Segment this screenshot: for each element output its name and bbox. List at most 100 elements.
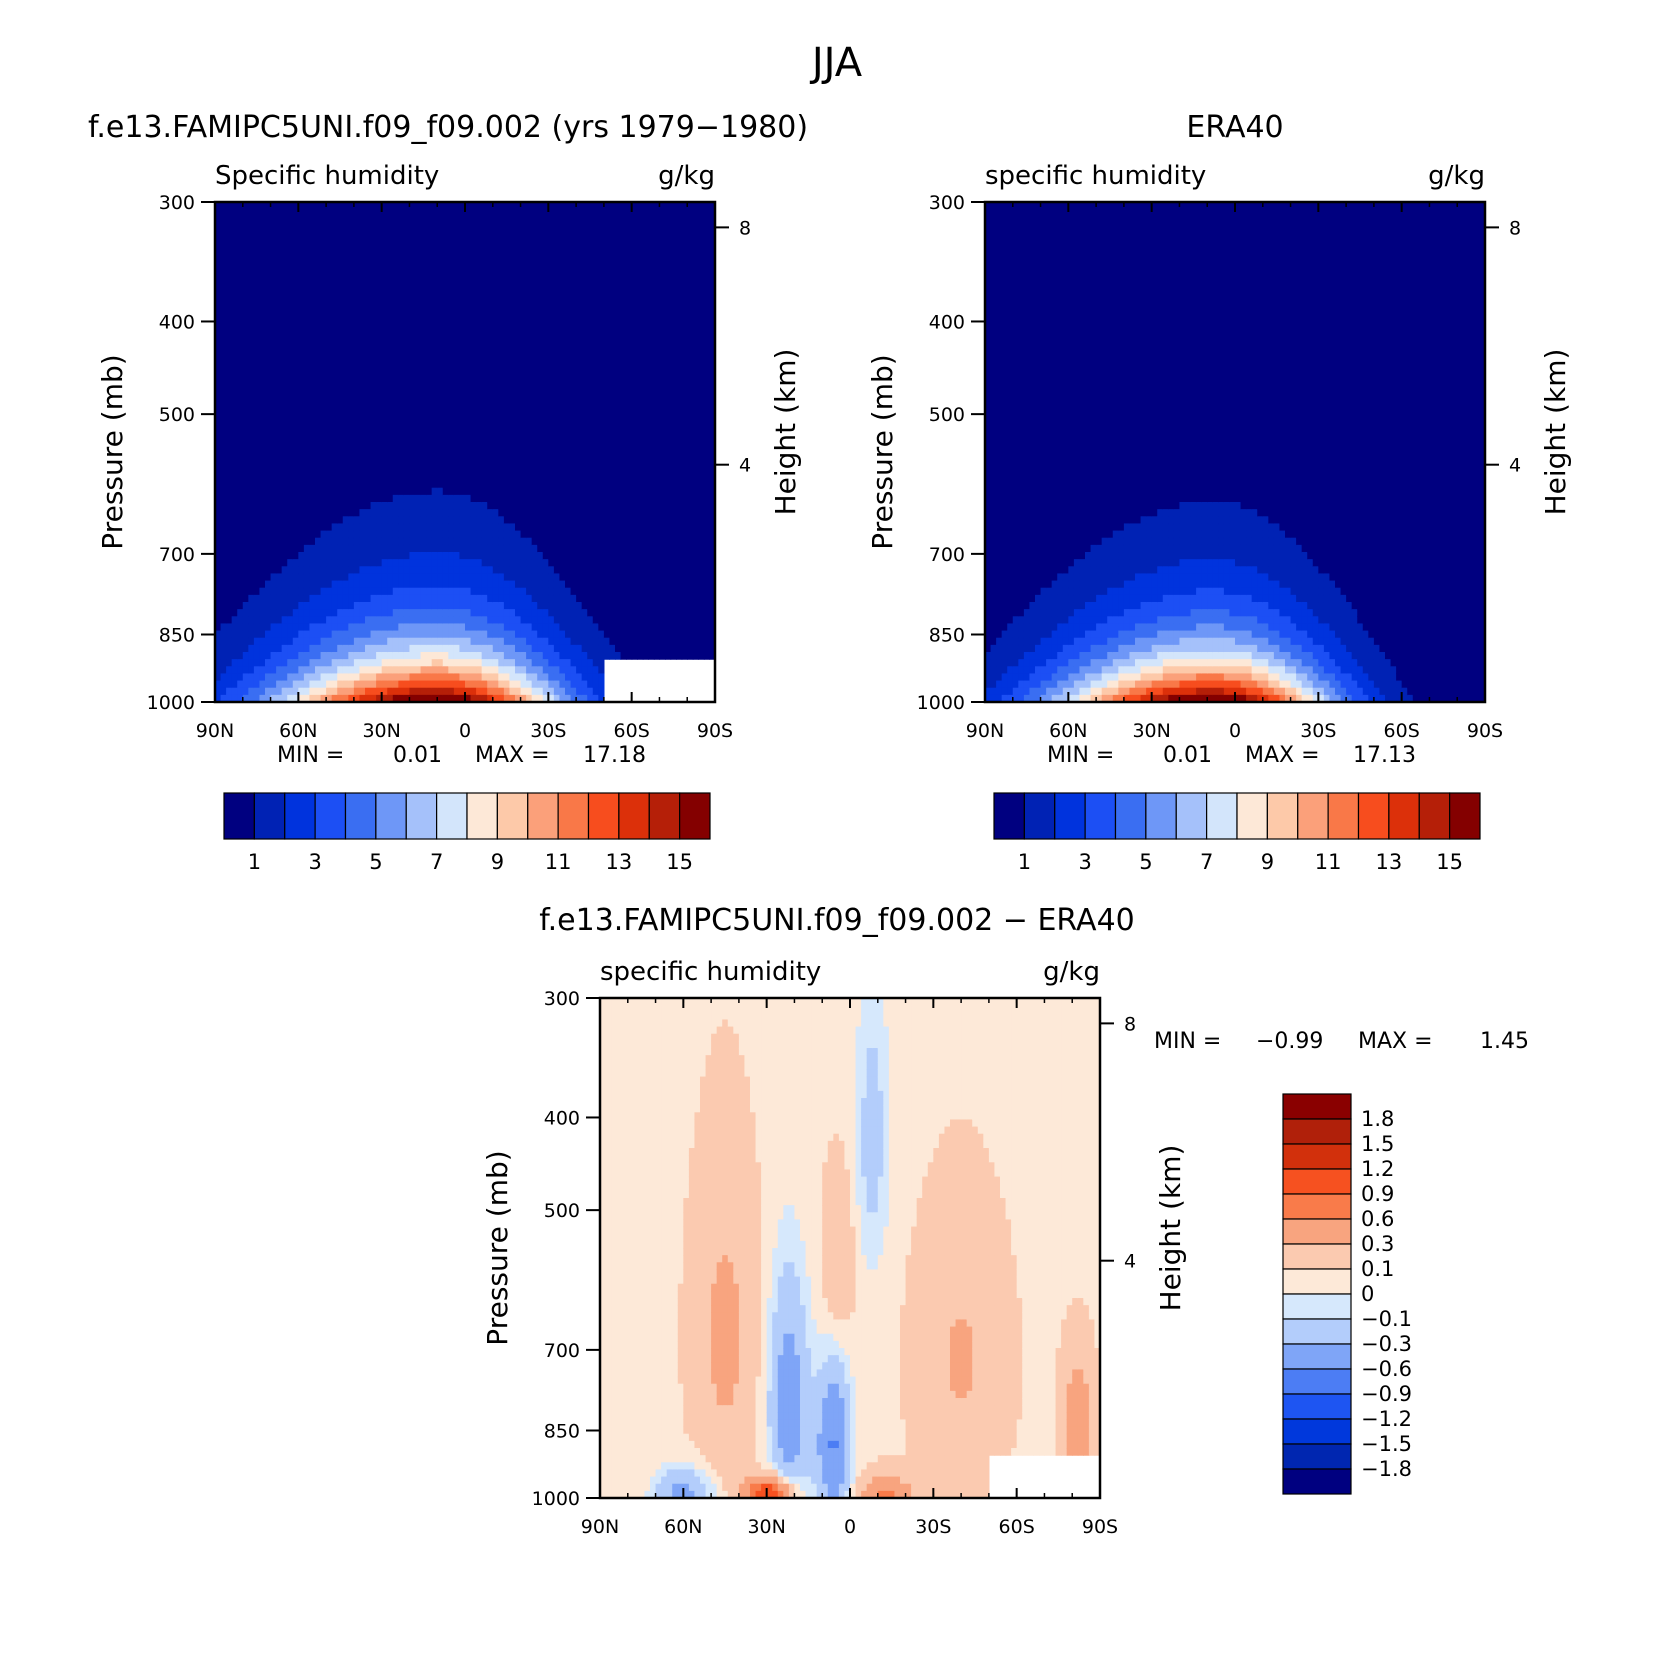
panel-model-cell <box>453 387 461 396</box>
panel-model-cell <box>470 216 477 225</box>
panel-model-cell <box>215 244 222 253</box>
panel-model-cell <box>459 544 466 553</box>
panel-model-cell <box>253 394 261 403</box>
panel-model-cell <box>326 337 333 346</box>
panel-model-cell <box>487 630 494 639</box>
panel-model-cell <box>331 659 338 667</box>
panel-model-cell <box>226 287 233 296</box>
panel-model-cell <box>281 216 288 225</box>
panel-model-cell <box>431 387 438 396</box>
panel-model-cell <box>553 230 561 239</box>
panel-model-cell <box>509 387 516 396</box>
panel-model-cell <box>281 494 288 503</box>
panel-model-cell <box>259 459 266 467</box>
panel-model-cell <box>431 537 438 546</box>
panel-model-cell <box>403 594 411 603</box>
panel-model-cell <box>465 280 472 289</box>
panel-model-cell <box>487 287 494 296</box>
panel-model-cell <box>526 473 533 482</box>
panel-model-cell <box>520 316 527 325</box>
panel-model-cell <box>526 444 533 453</box>
panel-model-cell <box>409 294 416 303</box>
panel-model-cell <box>265 216 272 225</box>
panel-model-cell <box>426 330 433 339</box>
panel-model-cell <box>359 523 366 532</box>
panel-model-cell <box>226 223 233 232</box>
panel-model-cell <box>270 602 277 610</box>
panel-model-cell <box>609 366 616 375</box>
panel-model-cell <box>326 259 333 267</box>
panel-model-cell <box>265 409 272 417</box>
panel-model-cell <box>515 466 522 475</box>
panel-model-cell <box>365 302 372 310</box>
panel-model-cell <box>431 216 438 225</box>
panel-model-cell <box>576 666 583 675</box>
panel-model-cell <box>376 680 383 689</box>
panel-model-cell <box>487 644 494 653</box>
panel-model-cell <box>431 266 438 275</box>
panel-model-cell <box>442 694 449 703</box>
panel-model-cell <box>481 459 488 467</box>
panel-model-cell <box>348 559 355 567</box>
panel-model-cell <box>587 509 594 517</box>
panel-model-cell <box>415 559 422 567</box>
panel-model-cell <box>248 352 255 360</box>
panel-model-cell <box>265 637 272 646</box>
panel-model-cell <box>537 573 544 582</box>
panel-model-cell <box>459 687 466 696</box>
panel-model-cell <box>487 273 494 282</box>
panel-model-cell <box>476 209 483 217</box>
panel-model-cell <box>370 402 377 410</box>
panel-model-cell <box>392 352 399 360</box>
panel-model-cell <box>226 309 233 317</box>
panel-model-cell <box>398 687 405 696</box>
panel-model-cell <box>503 337 511 346</box>
panel-model-cell <box>415 273 422 282</box>
panel-model-cell <box>292 402 299 410</box>
panel-model-cell <box>520 580 527 589</box>
panel-model-cell <box>587 266 594 275</box>
panel-model-cell <box>265 573 272 582</box>
panel-model-cell <box>287 394 294 403</box>
panel-model-cell <box>592 302 599 310</box>
panel-model-cell <box>348 230 355 239</box>
panel-model-cell <box>398 359 405 367</box>
panel-model-cell <box>487 680 494 689</box>
panel-model-cell <box>503 594 511 603</box>
panel-model-cell <box>470 459 477 467</box>
panel-model-cell <box>465 630 472 639</box>
panel-model-cell <box>331 566 338 575</box>
panel-model-cell <box>303 644 311 653</box>
panel-model-cell <box>576 502 583 510</box>
panel-model-cell <box>398 530 405 539</box>
panel-model-cell <box>348 359 355 367</box>
panel-model-cell <box>520 666 527 675</box>
panel-model-cell <box>326 666 333 675</box>
panel-model-cell <box>542 673 549 682</box>
panel-model-cell <box>309 537 316 546</box>
panel-model-cell <box>309 516 316 525</box>
panel-model-cell <box>259 666 266 675</box>
panel-model-cell <box>587 616 594 625</box>
panel-model-cell <box>387 416 394 425</box>
panel-model-cell <box>320 687 327 696</box>
panel-model-cell <box>309 644 316 653</box>
panel-model-cell <box>592 616 599 625</box>
panel-model-cell <box>570 309 577 317</box>
panel-model-cell <box>270 630 277 639</box>
panel-model-cell <box>570 594 577 603</box>
panel-model-cell <box>415 359 422 367</box>
panel-model-cell <box>526 280 533 289</box>
panel-model-cell <box>331 516 338 525</box>
panel-model-cell <box>526 494 533 503</box>
panel-model-cell <box>592 537 599 546</box>
panel-model-cell <box>609 244 616 253</box>
panel-model-cell <box>376 516 383 525</box>
panel-model-cell <box>337 637 344 646</box>
panel-model-cell <box>309 223 316 232</box>
panel-model-cell <box>326 552 333 560</box>
panel-model-cell <box>570 202 577 210</box>
panel-model-cell <box>515 444 522 453</box>
panel-model-cell <box>359 652 366 660</box>
panel-model-cell <box>470 494 477 503</box>
